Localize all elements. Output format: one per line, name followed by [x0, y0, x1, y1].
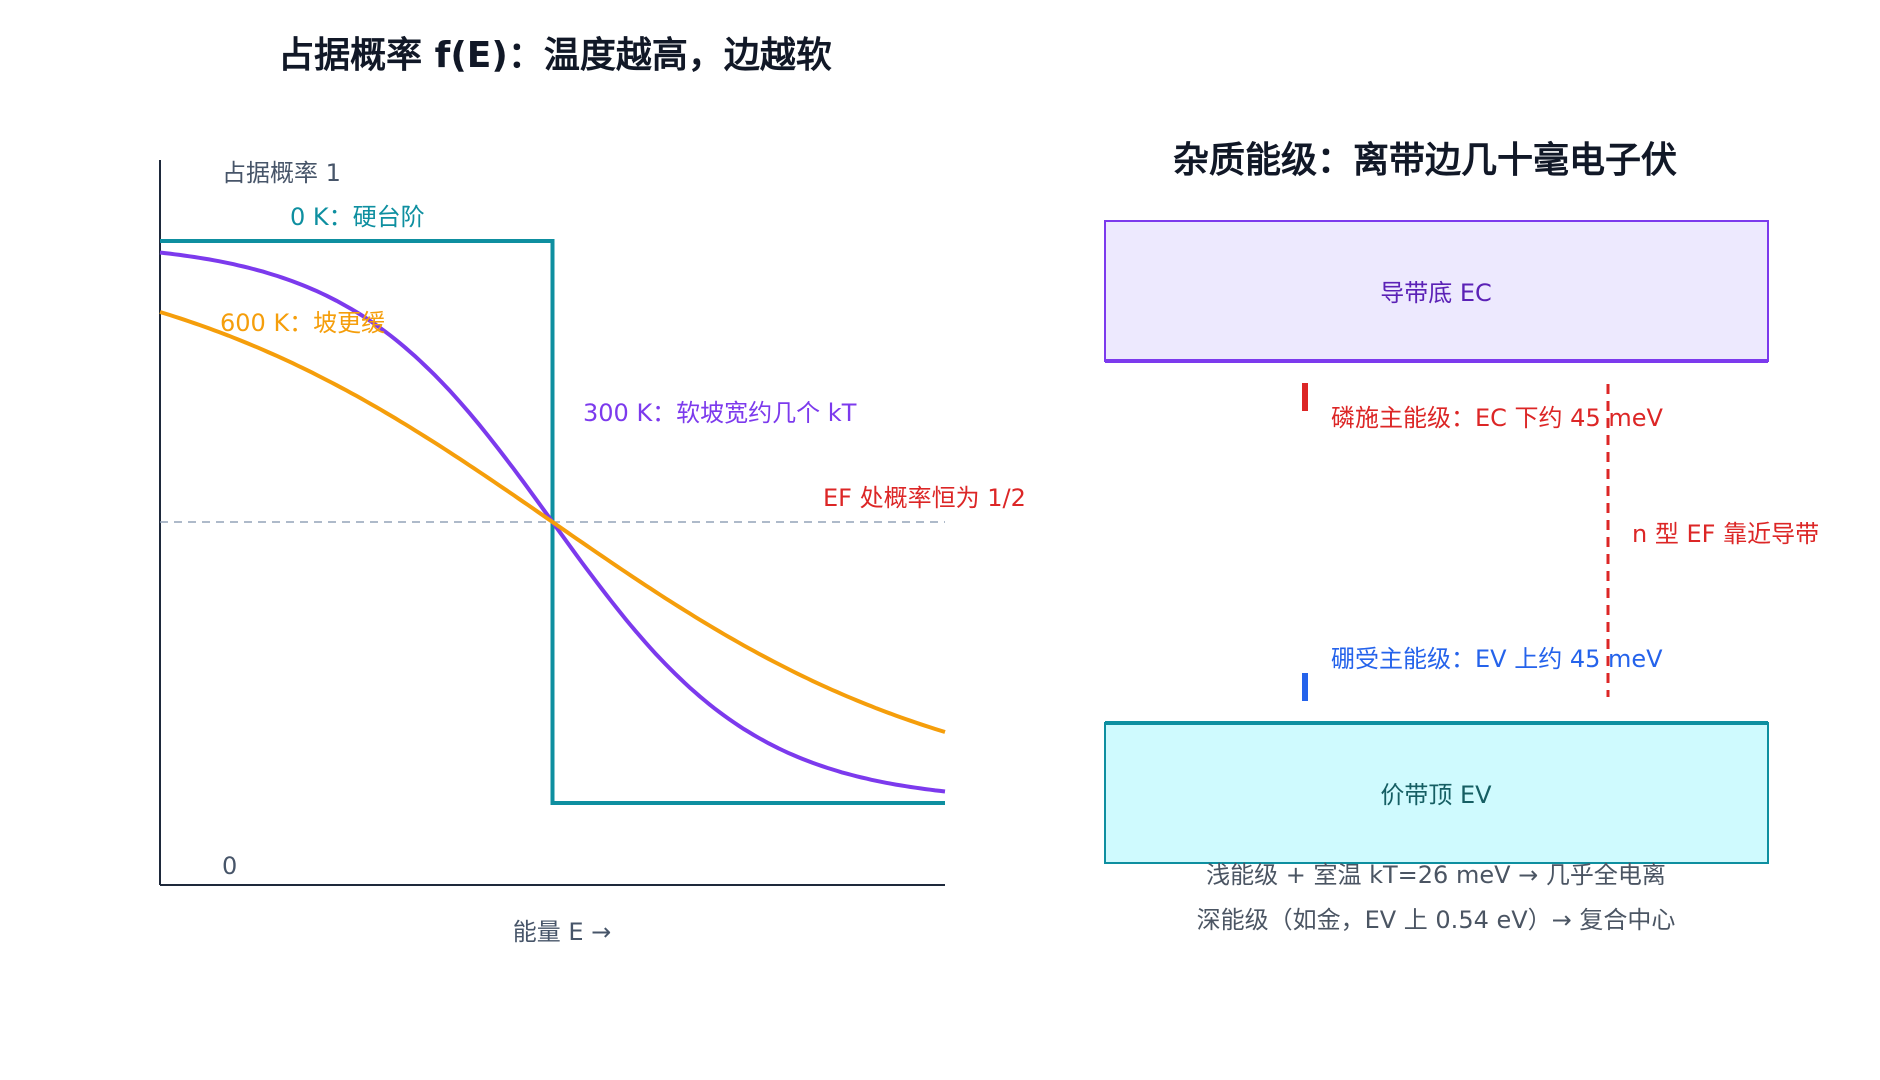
curve-600k — [159, 310, 946, 734]
fermi-dirac-plot: 占据概率 1 0 能量 E → 0 K：硬台阶 300 K：软坡宽约几个 kT … — [159, 159, 1026, 946]
label-0k: 0 K：硬台阶 — [290, 203, 425, 231]
donor-level-label: 磷施主能级：EC 下约 45 meV — [1331, 404, 1663, 432]
fermi-half-label: EF 处概率恒为 1/2 — [823, 484, 1026, 512]
donor-level-mark — [1302, 383, 1308, 411]
y-top-label: 占据概率 1 — [222, 159, 341, 187]
label-600k: 600 K：坡更缓 — [220, 309, 385, 337]
left-panel-title: 占据概率 f(E)：温度越高，边越软 — [278, 35, 832, 76]
right-panel-title: 杂质能级：离带边几十毫电子伏 — [1173, 140, 1677, 181]
x-axis-label: 能量 E → — [513, 918, 612, 946]
valence-band: 价带顶 EV — [1104, 721, 1769, 864]
n-type-fermi-label: n 型 EF 靠近导带 — [1632, 520, 1819, 548]
conduction-band-label: 导带底 EC — [1380, 279, 1492, 307]
label-300k: 300 K：软坡宽约几个 kT — [583, 399, 857, 427]
acceptor-level-mark — [1302, 673, 1308, 701]
valence-band-label: 价带顶 EV — [1380, 781, 1492, 809]
conduction-band: 导带底 EC — [1104, 220, 1769, 363]
note-shallow-level: 浅能级 + 室温 kT=26 meV → 几乎全电离 — [1206, 861, 1666, 889]
note-deep-level: 深能级（如金，EV 上 0.54 eV）→ 复合中心 — [1197, 906, 1676, 934]
acceptor-level-label: 硼受主能级：EV 上约 45 meV — [1331, 645, 1663, 673]
y-zero-label: 0 — [222, 852, 237, 880]
